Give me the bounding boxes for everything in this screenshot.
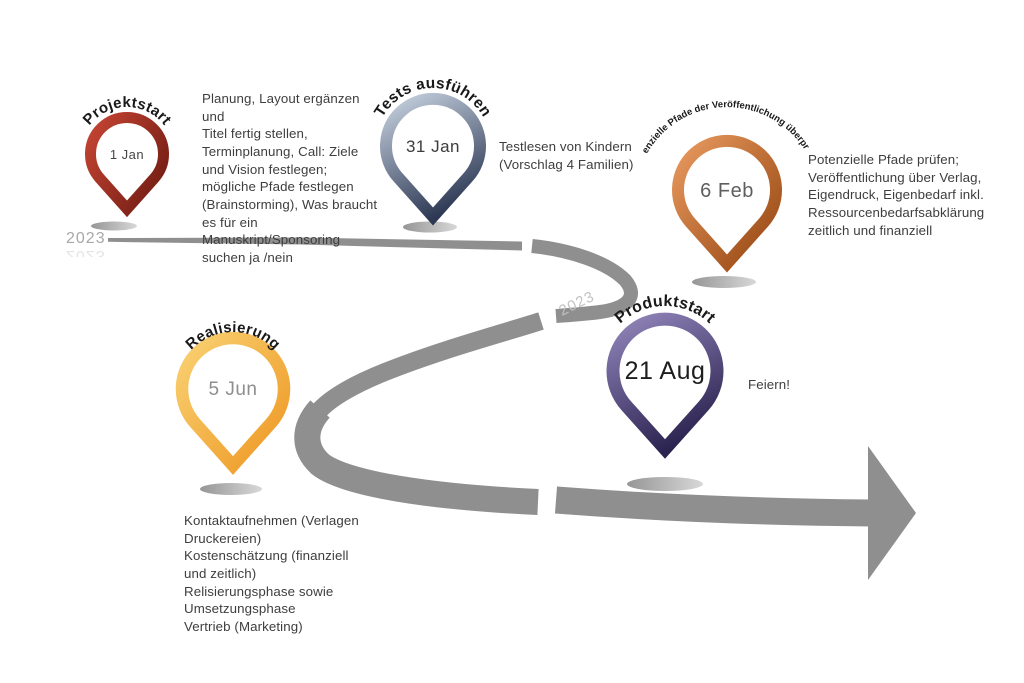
milestone-pin-projektstart: 1 Jan Projektstart [80, 94, 174, 218]
milestone-note-produktstart: Feiern! [748, 377, 791, 392]
milestone-date: 6 Feb [700, 180, 754, 202]
map-pin-icon-projektstart [85, 111, 169, 218]
milestone-note-potenzielle-pfade: Potenzielle Pfade prüfen; Veröffentlichu… [808, 152, 985, 238]
map-pin-icon-realisierung [175, 331, 291, 475]
pin-shadow [627, 477, 703, 491]
milestone-date: 5 Jun [209, 379, 258, 400]
map-pin-icon-produktstart [606, 312, 724, 459]
road-middle-curve [311, 312, 544, 419]
milestone-note-tests-ausfuehren: Testlesen von Kindern (Vorschlag 4 Famil… [499, 139, 634, 172]
milestone-pin-realisierung: 5 Jun Realisierung [175, 319, 291, 475]
pin-shadow [403, 221, 457, 233]
map-pin-icon-potenzielle-pfade [672, 134, 782, 273]
pin-shadow [200, 483, 262, 495]
year-label-start-reflection: 2023 [66, 247, 106, 264]
year-label-start: 2023 [66, 230, 106, 247]
road [108, 237, 916, 580]
pin-shadow [692, 276, 756, 288]
road-final-segment [554, 486, 873, 527]
map-pin-icon-tests-ausfuehren [380, 92, 486, 226]
milestone-note-realisierung: Kontaktaufnehmen (Verlagen Druckereien) … [184, 513, 359, 635]
road-start-segment [108, 237, 522, 251]
milestone-date: 31 Jan [406, 137, 460, 156]
milestone-date: 21 Aug [625, 357, 706, 385]
pin-shadow [91, 221, 137, 231]
milestone-date: 1 Jan [110, 147, 144, 162]
road-arrowhead-icon [868, 446, 916, 580]
milestone-pin-tests-ausfuehren: 31 Jan Tests ausführen [371, 75, 494, 226]
road-lower-loop [294, 400, 539, 515]
milestone-pin-produktstart: 21 Aug Produktstart [606, 293, 724, 459]
road-upper-curve [531, 239, 638, 323]
milestone-note-projektstart: Planung, Layout ergänzen und Titel ferti… [202, 91, 378, 266]
